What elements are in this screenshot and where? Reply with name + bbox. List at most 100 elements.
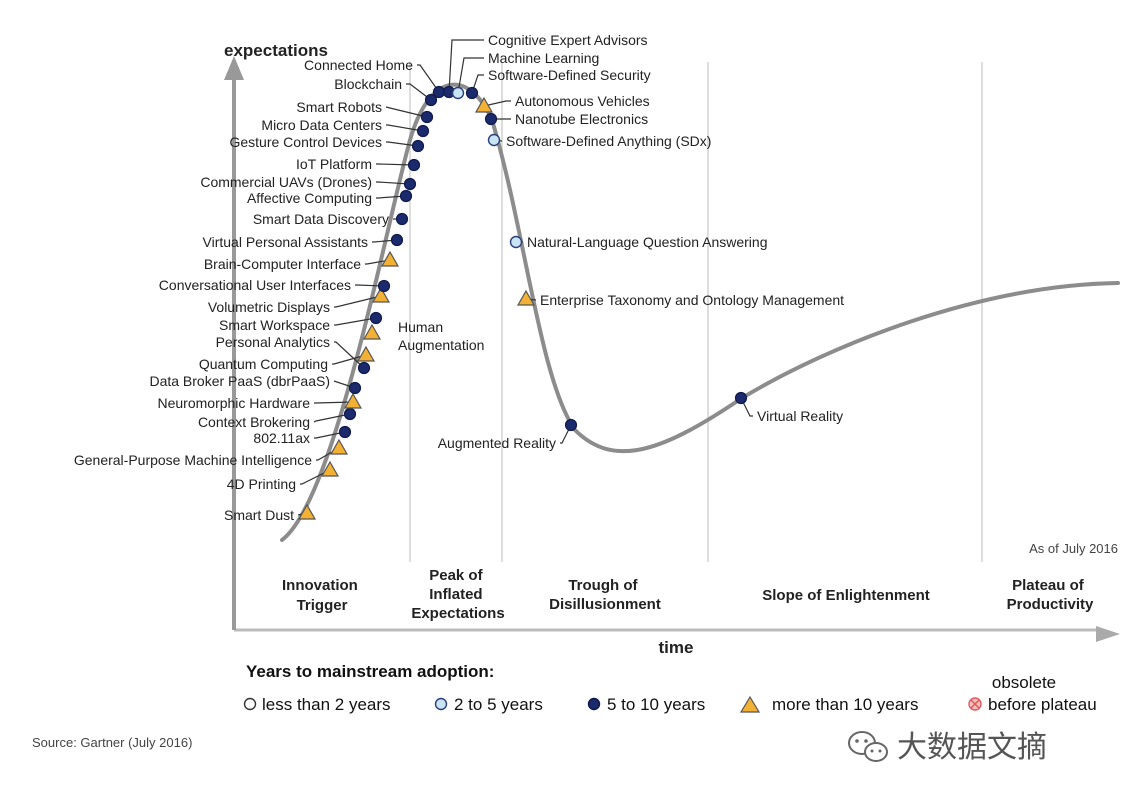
tech-point: Quantum Computing — [199, 345, 376, 372]
tech-leader-line — [334, 317, 377, 326]
phase-label-peak: Peak of Inflated Expectations — [411, 567, 504, 622]
tech-leader-line — [300, 469, 331, 485]
tech-leader-line — [355, 284, 385, 287]
tech-leader-line — [365, 259, 391, 265]
legend-marker-gt10 — [739, 695, 761, 713]
legend-title: Years to mainstream adoption: — [246, 662, 494, 681]
tech-point: Brain-Computer Interface — [204, 250, 400, 272]
tech-label: Connected Home — [304, 57, 413, 73]
tech-marker — [362, 323, 382, 340]
tech-leader-line — [471, 74, 484, 94]
tech-point: Context Brokering — [198, 407, 357, 430]
legend-label-gt10: more than 10 years — [772, 695, 918, 714]
tech-label: Software-Defined Security — [488, 67, 651, 83]
tech-point: Affective Computing — [247, 189, 413, 206]
tech-leader-line — [332, 354, 367, 365]
tech-label: Commercial UAVs (Drones) — [200, 174, 372, 190]
tech-label: Context Brokering — [198, 414, 310, 430]
tech-leader-line — [385, 106, 428, 118]
tech-point: Autonomous Vehicles — [474, 93, 650, 113]
tech-point: Neuromorphic Hardware — [157, 392, 363, 411]
tech-point: Software-Defined Anything (SDx) — [487, 133, 711, 149]
tech-label: Virtual Reality — [757, 408, 843, 424]
tech-marker — [432, 85, 446, 99]
tech-marker — [734, 391, 748, 405]
tech-point: Natural-Language Question Answering — [509, 234, 768, 250]
tech-label: Natural-Language Question Answering — [527, 234, 768, 250]
tech-marker — [320, 460, 340, 477]
tech-leader-line — [376, 163, 415, 166]
tech-leader-line — [483, 100, 511, 107]
tech-label: Volumetric Displays — [208, 299, 330, 315]
watermark-text: 大数据文摘 — [897, 730, 1047, 765]
tech-label: Quantum Computing — [199, 356, 328, 372]
tech-label: Smart Workspace — [219, 317, 330, 333]
tech-marker — [297, 503, 317, 520]
tech-marker — [487, 133, 501, 147]
tech-label: General-Purpose Machine Intelligence — [74, 452, 312, 468]
tech-leader-line — [334, 341, 365, 369]
tech-marker — [424, 93, 438, 107]
tech-leader-line — [560, 424, 572, 444]
tech-label: 802.11ax — [253, 430, 310, 446]
tech-marker — [516, 289, 536, 306]
tech-point: Volumetric Displays — [208, 286, 391, 315]
tech-label: Smart Data Discovery — [253, 211, 389, 227]
tech-point: Nanotube Electronics — [484, 111, 648, 127]
tech-label: Affective Computing — [247, 190, 372, 206]
tech-label: Enterprise Taxonomy and Ontology Managem… — [540, 292, 844, 308]
tech-leader-line — [376, 195, 407, 199]
tech-label: Personal Analytics — [216, 334, 330, 350]
tech-point: Conversational User Interfaces — [159, 277, 391, 293]
tech-point: Commercial UAVs (Drones) — [200, 174, 417, 191]
tech-marker — [338, 425, 352, 439]
tech-leader-line — [376, 181, 411, 185]
tech-point: Machine Learning — [451, 50, 599, 100]
tech-label: Virtual Personal Assistants — [203, 234, 369, 250]
legend-label-obsolete: before plateau — [988, 695, 1097, 714]
phase-label-innovation-trigger: Innovation Trigger — [282, 577, 362, 614]
tech-point: Blockchain — [334, 76, 438, 107]
tech-point: Cognitive Expert Advisors — [442, 32, 648, 99]
phase-label-trough: Trough of Disillusionment — [549, 577, 661, 613]
tech-label: Data Broker PaaS (dbrPaaS) — [149, 373, 330, 389]
x-axis-arrow — [1096, 626, 1120, 642]
tech-point: 802.11ax — [253, 425, 352, 446]
tech-point: Smart Dust — [224, 503, 317, 523]
tech-marker — [564, 418, 578, 432]
tech-label: Augmented Reality — [438, 435, 556, 451]
tech-marker — [348, 381, 362, 395]
tech-marker — [369, 311, 383, 325]
tech-leader-line — [386, 141, 419, 147]
tech-point: Data Broker PaaS (dbrPaaS) — [149, 373, 362, 395]
legend-label-lt2: less than 2 years — [262, 695, 391, 714]
tech-label: Blockchain — [334, 76, 402, 92]
tech-point: General-Purpose Machine Intelligence — [74, 438, 349, 468]
legend-label-2to5: 2 to 5 years — [454, 695, 543, 714]
as-of-date: As of July 2016 — [1029, 541, 1118, 556]
hype-curve — [280, 82, 1120, 542]
legend-label-obsolete-top: obsolete — [992, 673, 1056, 692]
tech-label: Gesture Control Devices — [229, 134, 382, 150]
tech-point: Software-Defined Security — [465, 67, 651, 100]
tech-marker — [377, 279, 391, 293]
tech-label: Neuromorphic Hardware — [157, 395, 310, 411]
tech-point: IoT Platform — [296, 156, 421, 172]
tech-leader-line — [740, 397, 753, 417]
tech-point: 4D Printing — [227, 460, 340, 492]
tech-leader-line — [417, 64, 440, 93]
tech-label: Micro Data Centers — [261, 117, 382, 133]
tech-label: Machine Learning — [488, 50, 599, 66]
tech-marker — [329, 438, 349, 455]
tech-point: Enterprise Taxonomy and Ontology Managem… — [516, 289, 844, 308]
tech-marker — [416, 124, 430, 138]
tech-leader-line — [448, 39, 484, 93]
tech-point: Personal Analytics — [216, 334, 371, 375]
tech-marker — [343, 407, 357, 421]
source-note: Source: Gartner (July 2016) — [32, 735, 192, 750]
tech-point: Virtual Personal Assistants — [203, 233, 404, 250]
y-axis-title: expectations — [224, 41, 328, 60]
wechat-icon — [848, 731, 888, 762]
